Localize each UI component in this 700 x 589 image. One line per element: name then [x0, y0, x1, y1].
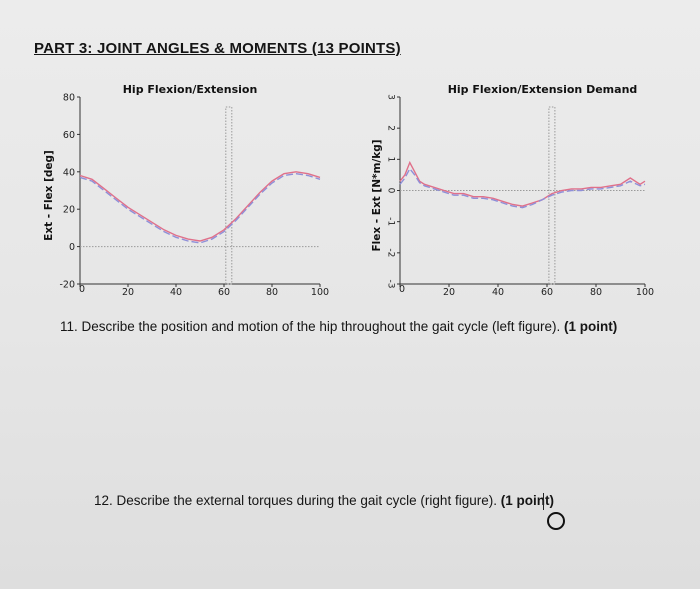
question-11-points: (1 point) [564, 319, 618, 334]
right-chart-x-tick-label: 0 [399, 284, 405, 295]
right-chart-x-tick-label: 60 [541, 287, 553, 298]
right-chart-x-tick-label: 80 [590, 287, 602, 298]
hip-moment-chart: 0 20 40 60 80 100 -3 -2 -1 0 1 2 3 Hip Flexion/Extens… [371, 83, 654, 298]
right-chart-x-tick-label: 20 [443, 287, 455, 298]
question-11: 11. Describe the position and motion of … [60, 319, 617, 334]
hip-angle-chart: 0 20 40 60 80 100 -20 0 20 40 60 80 Hip Flexion/Exte… [43, 83, 329, 298]
left-chart-title: Hip Flexion/Extension [123, 83, 258, 96]
left-chart-x-tick-label: 40 [170, 287, 182, 298]
right-chart-series-1-line [399, 160, 646, 207]
question-11-text: 11. Describe the position and motion of … [60, 319, 565, 334]
left-chart-x-tick-label: 0 [79, 284, 85, 295]
right-chart-y-tick-label: -2 [386, 248, 396, 257]
left-chart-toe-off-marker [225, 106, 233, 285]
page-heading: PART 3: JOINT ANGLES & MOMENTS (13 POINT… [34, 40, 401, 57]
right-chart-y-tick-label: 2 [386, 125, 396, 131]
right-chart-y-tick-label: -3 [386, 280, 396, 289]
question-12-points: (1 point) [500, 493, 554, 508]
left-chart-y-tick-label: 60 [63, 130, 75, 141]
left-chart-y-tick-label: 40 [63, 167, 75, 178]
question-12: 12. Describe the external torques during… [94, 493, 554, 508]
right-chart-series-2-line [399, 167, 646, 209]
left-chart-x-tick-label: 100 [311, 287, 329, 298]
right-chart-y-label: Flex - Ext [N*m/kg] [371, 139, 383, 251]
circle-icon[interactable] [547, 512, 565, 530]
right-chart-title: Hip Flexion/Extension Demand [448, 83, 638, 96]
left-chart-x-tick-label: 80 [266, 287, 278, 298]
right-chart-y-tick-label: -1 [386, 217, 396, 226]
right-chart-y-tick-label: 1 [386, 156, 396, 162]
left-chart-series-2-line [79, 172, 321, 244]
right-chart-y-tick-label: 0 [386, 188, 396, 194]
left-chart-x-tick-label: 20 [122, 287, 134, 298]
left-chart-y-tick-label: -20 [59, 280, 75, 291]
right-chart-x-tick-label: 100 [636, 287, 654, 298]
left-chart-y-tick-label: 0 [69, 242, 75, 253]
left-chart-y-tick-label: 20 [63, 205, 75, 216]
question-12-text: 12. Describe the external torques during… [94, 493, 501, 508]
left-chart-series-1-line [79, 171, 321, 242]
left-chart-y-tick-label: 80 [63, 93, 75, 104]
right-chart-y-tick-label: 3 [386, 94, 396, 100]
text-cursor [543, 493, 544, 510]
left-chart-y-label: Ext - Flex [deg] [43, 150, 55, 241]
left-chart-x-tick-label: 60 [218, 287, 230, 298]
right-chart-x-tick-label: 40 [492, 287, 504, 298]
